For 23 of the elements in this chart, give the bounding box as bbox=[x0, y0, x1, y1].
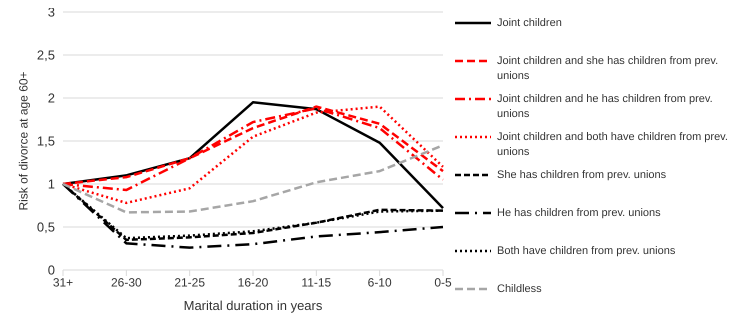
legend-label: Childless bbox=[497, 282, 542, 297]
legend-label: She has children from prev. unions bbox=[497, 168, 666, 183]
x-tick-label: 31+ bbox=[52, 276, 74, 290]
legend-label: Both have children from prev. unions bbox=[497, 244, 676, 259]
x-tick-label: 16-20 bbox=[238, 276, 269, 290]
y-tick-label: 2,5 bbox=[36, 48, 55, 63]
y-axis-title: Risk of divorce at age 60+ bbox=[16, 71, 30, 211]
y-tick-label: 0,5 bbox=[36, 220, 55, 235]
x-tick-label: 21-25 bbox=[174, 276, 206, 290]
legend-label: Joint children and he has children from prev. unions bbox=[497, 92, 714, 122]
x-tick-label: 6-10 bbox=[368, 276, 392, 290]
x-tick-label: 0-5 bbox=[434, 276, 452, 290]
legend-label: Joint children and both have children from prev. unions bbox=[497, 130, 729, 160]
y-tick-label: 1,5 bbox=[36, 134, 55, 149]
x-tick-label: 26-30 bbox=[110, 276, 142, 290]
legend-label: Joint children bbox=[497, 16, 562, 31]
y-tick-label: 2 bbox=[48, 90, 55, 106]
y-tick-label: 0 bbox=[48, 262, 55, 278]
legend-label: Joint children and she has children from prev. unions bbox=[497, 54, 720, 84]
y-tick-label: 1 bbox=[48, 176, 55, 192]
x-tick-label: 11-15 bbox=[301, 276, 332, 290]
legend-label: He has children from prev. unions bbox=[497, 206, 661, 221]
x-axis-title: Marital duration in years bbox=[184, 298, 323, 313]
